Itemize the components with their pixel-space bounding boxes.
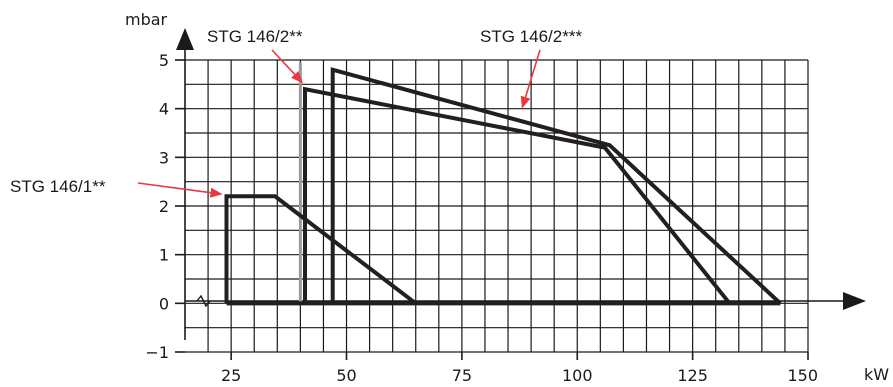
x-tick-labels: 25 50 75 100 125 150: [221, 352, 818, 385]
x-tick-label: 50: [336, 366, 356, 385]
series-line-1: [224, 194, 417, 305]
axis-break-icon: [196, 294, 211, 308]
series-label: STG 146/2**: [207, 27, 303, 46]
x-tick-label: 125: [677, 366, 708, 385]
y-tick-label: −1: [145, 343, 169, 362]
series-label: STG 146/2***: [480, 27, 582, 46]
series-line-2: [303, 86, 732, 305]
annotation-arrow: [524, 49, 541, 98]
annotation-arrow: [137, 182, 211, 194]
grid: [185, 59, 809, 353]
annotations: STG 146/1** STG 146/2** STG 146/2***: [10, 27, 582, 198]
series-label: STG 146/1**: [10, 177, 106, 196]
y-tick-label: 4: [159, 100, 169, 119]
series: [224, 67, 782, 306]
y-tick-label: 5: [159, 51, 169, 70]
y-unit-label: mbar: [125, 10, 168, 29]
x-unit-label: kW: [864, 365, 889, 384]
annotation-arrowhead: [291, 71, 303, 84]
x-axis-arrow: [843, 292, 866, 310]
annotation-arrowhead: [209, 187, 223, 198]
axes: mbar kW: [125, 10, 889, 384]
series-line-3: [330, 67, 782, 305]
annotation-arrow: [271, 49, 296, 75]
x-tick-label: 75: [452, 366, 472, 385]
x-tick-label: 150: [787, 366, 818, 385]
y-tick-label: 3: [159, 148, 169, 167]
x-tick-label: 25: [221, 366, 241, 385]
x-tick-label: 100: [562, 366, 593, 385]
y-tick-label: 2: [159, 197, 169, 216]
y-tick-label: 0: [159, 294, 169, 313]
y-tick-label: 1: [159, 246, 169, 265]
y-tick-labels: −1 0 1 2 3 4 5: [145, 51, 185, 362]
annotation-arrowhead: [520, 95, 531, 109]
y-axis-arrow: [176, 28, 194, 50]
